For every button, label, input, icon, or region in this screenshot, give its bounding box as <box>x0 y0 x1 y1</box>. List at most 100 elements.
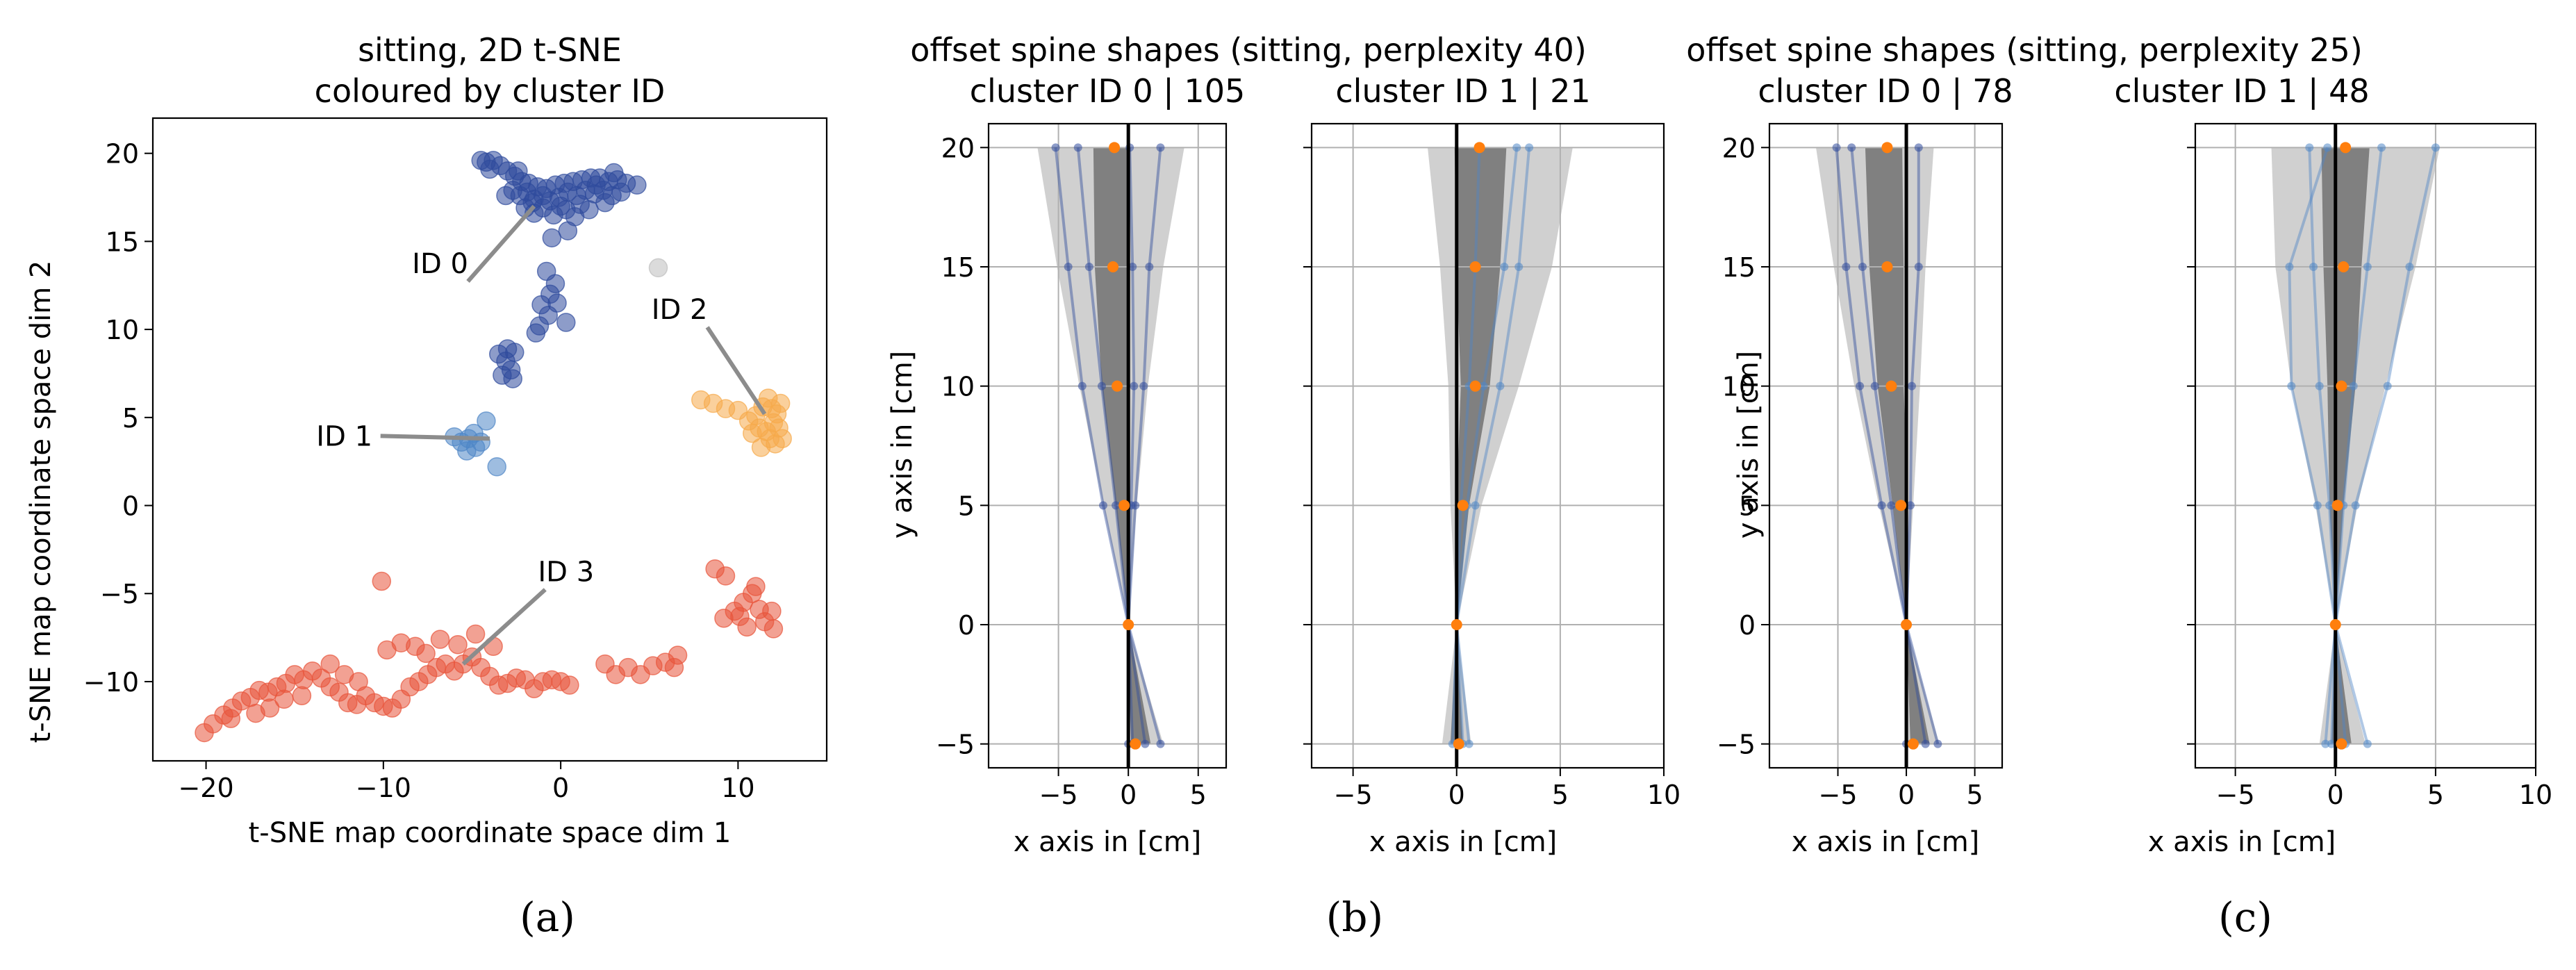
scatter-point-id-0 <box>522 192 543 213</box>
annotation-arrow <box>705 326 767 416</box>
panel-b-left-median-point <box>1107 261 1119 272</box>
scatter-point-id-0 <box>551 196 570 216</box>
scatter-point-id-0 <box>480 159 499 179</box>
panel-b-left-spine-point <box>1098 501 1107 510</box>
panel-b-right-median-point <box>1457 500 1469 511</box>
annotation-id-3: ID 3 <box>538 557 594 589</box>
panel-a: sitting, 2D t-SNE coloured by cluster ID… <box>25 31 828 849</box>
panel-a-xtick-label: 10 <box>721 773 754 803</box>
panel-c-left-ytick-label: −5 <box>1717 730 1756 760</box>
scatter-point-id-0 <box>627 175 647 195</box>
panel-a-xtick-label: −20 <box>178 773 233 803</box>
annotation-arrow <box>466 204 536 283</box>
panel-b-left-median-point <box>1118 500 1130 511</box>
scatter-point-id-3 <box>292 686 312 705</box>
panel-b-right-plot: −5 0 5 10 <box>1303 122 1681 810</box>
panel-b-right-frame <box>1310 122 1665 769</box>
panel-b-left-ytick-label: 10 <box>941 372 975 402</box>
panel-b-left-ytick-label: 20 <box>941 133 975 163</box>
panel-a-title-line1: sitting, 2D t-SNE <box>358 31 622 69</box>
panel-a-plot: ID 0 ID 1 ID 2 ID 3 −20 −10 0 10 −10 −5 0 5 10 15 20 <box>83 117 828 803</box>
panel-c-left-spine-point <box>1847 143 1856 152</box>
panel-c-left-spine-point <box>1906 501 1915 510</box>
panel-b-right-xtick-label: 5 <box>1552 780 1569 810</box>
panel-a-ytick-label: −5 <box>100 579 139 609</box>
panel-c-right-spine-point <box>2315 381 2324 391</box>
panel-b-left-spine-point <box>1073 143 1082 152</box>
panel-c-right-plot: −5 0 5 10 <box>2187 122 2552 810</box>
panel-b-right-xtick-label: 10 <box>1647 780 1681 810</box>
scatter-point-id-3 <box>560 675 579 695</box>
scatter-point-id-3 <box>448 634 468 655</box>
panel-c-left-spine-point <box>1858 263 1867 271</box>
panel-c-left-median-point <box>1901 619 1913 630</box>
scatter-point-id-3 <box>274 689 294 709</box>
panel-c-left-ytick-label: 10 <box>1722 372 1756 402</box>
scatter-point-id-0 <box>558 221 578 240</box>
scatter-point-id-0 <box>586 175 606 195</box>
scatter-point-id-3 <box>730 607 750 626</box>
scatter-point-id-0 <box>509 161 528 181</box>
panel-b-left-xtick-label: −5 <box>1039 780 1078 810</box>
panel-c-left-xtick-label: −5 <box>1819 780 1858 810</box>
panel-b-right-spine-point <box>1512 143 1521 152</box>
scatter-point-id-3 <box>221 709 241 728</box>
panel-c-right-spine-point <box>2285 263 2294 271</box>
scatter-point-id-3 <box>416 643 436 664</box>
panel-b-left-xlabel: x axis in [cm] <box>1014 826 1202 858</box>
panel-a-ytick-label: 20 <box>106 139 139 170</box>
panel-c-left-ytick-label: 0 <box>1739 610 1756 641</box>
panel-a-ytick-label: 15 <box>106 227 139 257</box>
panel-a-xlabel: t-SNE map coordinate space dim 1 <box>249 817 732 849</box>
panel-b-left-spine-point <box>1145 263 1154 271</box>
panel-b-right-xtick-label: −5 <box>1334 780 1373 810</box>
panel-c-right-spine-point <box>2349 381 2358 391</box>
scatter-point-id-1 <box>457 441 477 461</box>
panel-b-right-inner-band <box>1450 147 1507 744</box>
panel-c-right-xtick-label: −5 <box>2216 780 2255 810</box>
panel-c-title: offset spine shapes (sitting, perplexity… <box>1686 31 2363 69</box>
panel-b-left-spine-point <box>1130 381 1139 391</box>
panel-a-ylabel: t-SNE map coordinate space dim 2 <box>25 261 57 743</box>
scatter-point-id-3 <box>716 566 736 586</box>
panel-b-right-spine-point <box>1496 381 1505 391</box>
panel-c-left-xlabel: x axis in [cm] <box>1792 826 1980 858</box>
panel-c-left-spine-point <box>1870 381 1879 391</box>
panel-c-left-spine-point <box>1842 263 1851 271</box>
panel-c-left-ytick-label: 5 <box>1739 491 1756 521</box>
panel-b-right-median-point <box>1451 619 1462 630</box>
panel-b-left-median-point <box>1112 380 1123 392</box>
panel-b-right-xlabel: x axis in [cm] <box>1369 826 1558 858</box>
panel-b-left-inner-band <box>1093 147 1151 744</box>
panel-b-left-spine-point <box>1139 381 1148 391</box>
panel-c-right-median-point <box>2336 380 2347 392</box>
scatter-point-id-0 <box>611 182 631 202</box>
panel-b-left-spine-point <box>1128 263 1137 271</box>
panel-b-right-spine-point <box>1514 263 1524 271</box>
panel-b-left-spine-point <box>1084 263 1093 271</box>
panel-a-xtick-label: −10 <box>356 773 411 803</box>
panel-c-left-median-point <box>1881 142 1893 154</box>
panel-b-left-spine-curve <box>1054 147 1162 745</box>
panel-c-right-spine-point <box>2325 501 2334 510</box>
panel-c-left-frame <box>1768 122 2004 769</box>
panel-c-left-spine-point <box>1914 143 1923 152</box>
scatter-point-id-0 <box>542 228 562 248</box>
panel-c-left-spine-point <box>1887 501 1896 510</box>
panel-b-left-xtick-label: 5 <box>1190 780 1207 810</box>
panel-b-left-median-point <box>1109 142 1121 154</box>
scatter-point-id-1 <box>477 411 496 431</box>
panel-c-right-outer-band <box>2271 147 2440 744</box>
panel-b-left-plot: −5 0 5 −5 0 5 10 15 20 <box>936 122 1228 810</box>
panel-c-right-spine-point <box>2351 501 2360 510</box>
panel-b-left-xtick-label: 0 <box>1120 780 1137 810</box>
scatter-point-id-0 <box>556 313 576 332</box>
panel-c-right-inner-band <box>2321 147 2370 744</box>
panel-c-ylabel: y axis in [cm] <box>1733 351 1765 539</box>
panel-c-left-xtick-label: 0 <box>1898 780 1915 810</box>
panel-c-right-xtick-label: 5 <box>2427 780 2444 810</box>
panel-c-left-subtitle: cluster ID 0 | 78 <box>1758 72 2013 110</box>
panel-b-left-spine-point <box>1097 381 1106 391</box>
panel-c-right-spine-point <box>2363 263 2372 271</box>
panel-b-right-median-point <box>1473 142 1485 154</box>
